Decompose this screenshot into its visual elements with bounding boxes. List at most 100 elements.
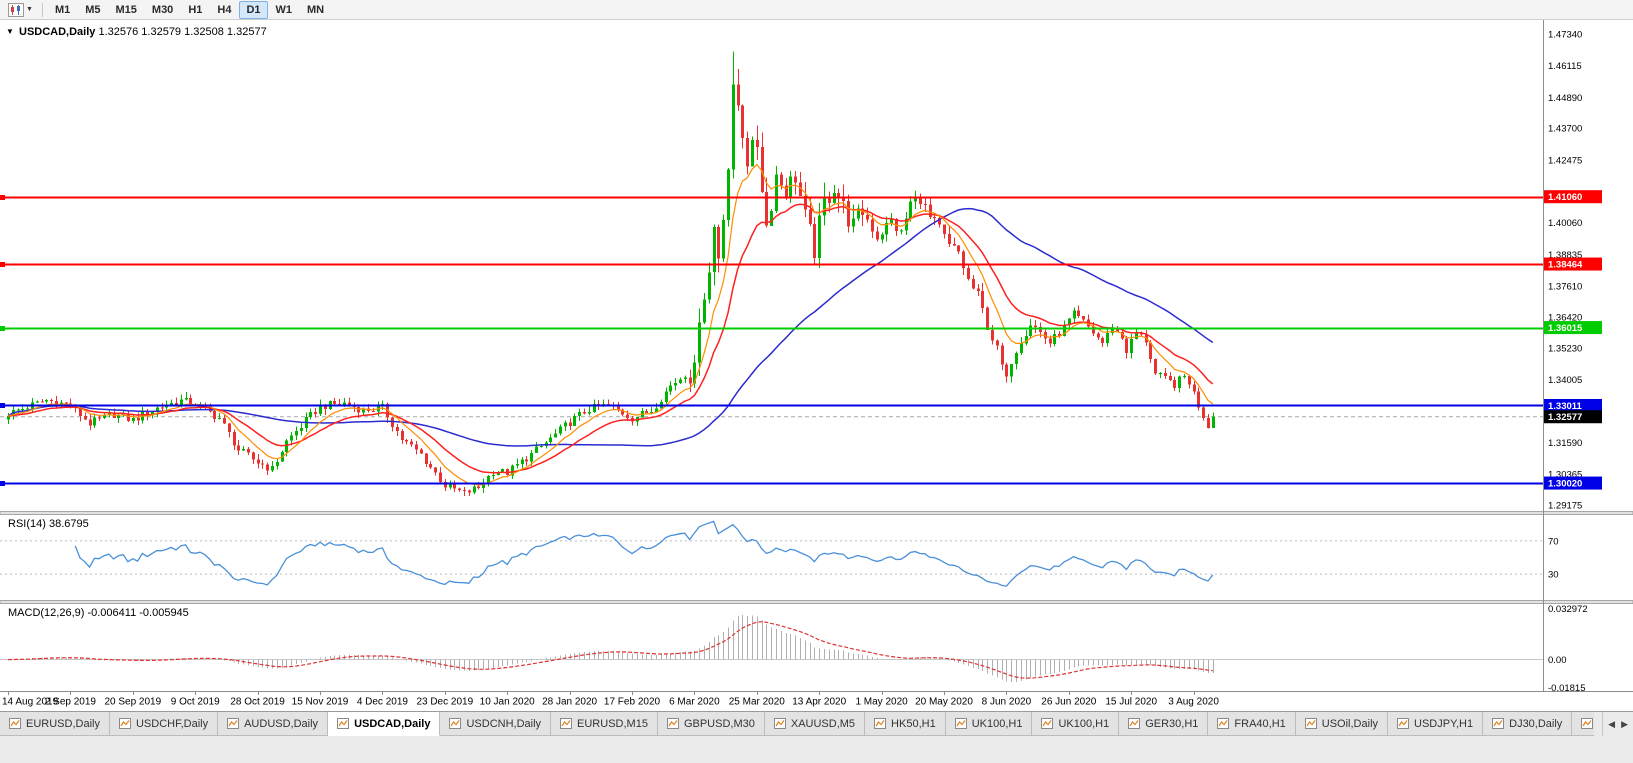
price-chart: 1.47340 1.46115 1.44890 1.43700 1.42475 1.400… — [0, 20, 1633, 711]
current-price-badge — [1544, 410, 1602, 424]
timeframe-button-w1[interactable]: W1 — [275, 3, 293, 16]
line-handle[interactable] — [0, 195, 5, 200]
chart-tab-icon — [1041, 718, 1054, 729]
tab-uk100-h1[interactable]: UK100,H1 — [1032, 712, 1120, 736]
date-axis-label: 3 Aug 2020 — [1168, 697, 1219, 708]
tab-label: GBPUSD,M30 — [683, 717, 755, 730]
tab-dj30-daily[interactable]: DJ30,Daily — [1483, 712, 1573, 736]
pane-splitter[interactable] — [0, 511, 1633, 515]
line-handle[interactable] — [0, 403, 5, 408]
price-line-badge — [1544, 476, 1602, 490]
tab-label: EURUSD,M15 — [577, 717, 648, 730]
tabs-scroll-left-button[interactable]: ◀ — [1608, 718, 1616, 729]
chart-tab-icon — [9, 718, 21, 729]
tabs-scroll-right-button[interactable]: ▶ — [1621, 718, 1628, 729]
price-axis-label: 1.37610 — [1548, 282, 1582, 293]
timeframe-button-d1[interactable]: D1 — [239, 0, 268, 19]
pane-splitter[interactable] — [0, 600, 1633, 604]
timeframe-button-m1[interactable]: M1 — [54, 3, 71, 16]
macd-axis-label: 0.00 — [1548, 655, 1567, 666]
macd-plot — [0, 614, 1543, 683]
date-axis-label: 13 Apr 2020 — [792, 697, 846, 708]
timeframe-button-m15[interactable]: M15 — [115, 3, 137, 16]
tab-usdchf-daily[interactable]: USDCHF,Daily — [109, 712, 219, 736]
timeframe-button-mn[interactable]: MN — [307, 3, 325, 16]
line-handle[interactable] — [0, 326, 5, 331]
tab-eurusd-daily[interactable]: EURUSD,Daily — [0, 712, 110, 736]
price-line-badge — [1544, 321, 1602, 335]
date-axis-label: 10 Jan 2020 — [480, 697, 535, 708]
date-axis-label: 6 Mar 2020 — [669, 697, 720, 708]
tab-usdcad-daily[interactable]: USDCAD,Daily — [328, 712, 441, 736]
date-axis-label: 8 Jun 2020 — [982, 697, 1032, 708]
candlestick-chart-icon — [8, 2, 24, 17]
tab-eurusd-m15[interactable]: EURUSD,M15 — [551, 712, 658, 736]
date-axis-label: 15 Jul 2020 — [1105, 697, 1157, 708]
chart-tab-icon — [874, 718, 887, 729]
rsi-level-label: 70 — [1548, 536, 1559, 547]
tab-uk100-h1[interactable]: UK100,H1 — [945, 712, 1033, 736]
chart-tab-icon — [118, 718, 131, 729]
tab-label: XAUUSD,M5 — [790, 717, 856, 730]
chart-tab-icon — [773, 718, 786, 729]
chart-tab-icon — [449, 718, 462, 729]
rsi-plot — [0, 520, 1543, 587]
tab-usdcnh-daily[interactable]: USDCNH,Daily — [440, 712, 552, 736]
price-axis-label: 1.46115 — [1548, 61, 1582, 72]
tab-ger30-h1[interactable]: GER30,H1 — [1119, 712, 1209, 736]
tab-label: AUDUSD,Daily — [244, 717, 319, 730]
macd-axis-label: -0.01815 — [1548, 683, 1586, 694]
timeframe-button-m5[interactable]: M5 — [85, 3, 101, 16]
price-axis-label: 1.31590 — [1548, 438, 1582, 449]
date-axis-label: 9 Oct 2019 — [171, 697, 220, 708]
price-line-badge-text: 1.38464 — [1548, 260, 1583, 271]
tab-china300-h4[interactable]: CHINA300,H4 — [1572, 712, 1594, 736]
tab-xauusd-m5[interactable]: XAUUSD,M5 — [764, 712, 866, 736]
chart-type-button[interactable]: ▼ — [4, 1, 37, 19]
chart-tab-icon — [337, 718, 350, 729]
chart-tab-icon — [560, 718, 573, 729]
date-axis-label: 14 Aug 2019 — [2, 697, 59, 708]
line-handle[interactable] — [0, 481, 5, 486]
timeframe-toolbar: ▼ M1 M5 M15 M30 H1 H4 D1 W1 MN — [0, 0, 1633, 20]
chart-tab-bar: EURUSD,Daily USDCHF,Daily AUDUSD,Daily USDC… — [0, 711, 1633, 763]
price-axis-label: 1.29175 — [1548, 500, 1582, 511]
tab-label: USDCHF,Daily — [135, 717, 209, 730]
tab-usdjpy-h1[interactable]: USDJPY,H1 — [1388, 712, 1484, 736]
rsi-level-label: 30 — [1548, 570, 1559, 581]
tab-label: USOil,Daily — [1321, 717, 1379, 730]
date-axis-label: 25 Mar 2020 — [729, 697, 786, 708]
tab-label: USDJPY,H1 — [1414, 717, 1474, 730]
chart-tab-icon — [954, 718, 967, 729]
timeframe-button-h4[interactable]: H4 — [217, 3, 232, 16]
tab-audusd-daily[interactable]: AUDUSD,Daily — [218, 712, 329, 736]
macd-axis-label: 0.032972 — [1548, 604, 1588, 615]
date-axis-label: 17 Feb 2020 — [604, 697, 661, 708]
chart-corner-caret[interactable]: ▼ — [6, 27, 14, 36]
price-axis: 1.47340 1.46115 1.44890 1.43700 1.42475 1.400… — [1544, 29, 1602, 694]
date-axis-label: 20 May 2020 — [915, 697, 973, 708]
tab-fra40-h1[interactable]: FRA40,H1 — [1208, 712, 1296, 736]
tab-label: EURUSD,Daily — [26, 717, 100, 730]
timeframe-button-h1[interactable]: H1 — [188, 3, 203, 16]
timeframe-button-m30[interactable]: M30 — [151, 3, 174, 16]
chart-tab-icon — [666, 718, 679, 729]
tab-usoil-daily[interactable]: USOil,Daily — [1295, 712, 1389, 736]
chart-tab-icon — [1304, 718, 1317, 729]
chart-tab-icon — [1581, 718, 1594, 729]
price-line-badge-text: 1.36015 — [1548, 323, 1583, 334]
price-axis-label: 1.40060 — [1548, 218, 1582, 229]
tab-label: USDCAD,Daily — [354, 717, 431, 730]
toolbar-separator — [41, 2, 43, 17]
price-axis-label: 1.30365 — [1548, 470, 1582, 481]
line-handle[interactable] — [0, 262, 5, 267]
chart-tab-icon — [1217, 718, 1230, 729]
date-axis-label: 2 Sep 2019 — [45, 697, 97, 708]
current-price-badge-text: 1.32577 — [1548, 412, 1582, 423]
tab-gbpusd-m30[interactable]: GBPUSD,M30 — [657, 712, 765, 736]
chart-tabs: EURUSD,Daily USDCHF,Daily AUDUSD,Daily USDC… — [0, 712, 1594, 736]
tab-hk50-h1[interactable]: HK50,H1 — [865, 712, 946, 736]
chart-canvas[interactable]: 1.47340 1.46115 1.44890 1.43700 1.42475 1.400… — [0, 20, 1633, 711]
price-axis-label: 1.44890 — [1548, 93, 1582, 104]
